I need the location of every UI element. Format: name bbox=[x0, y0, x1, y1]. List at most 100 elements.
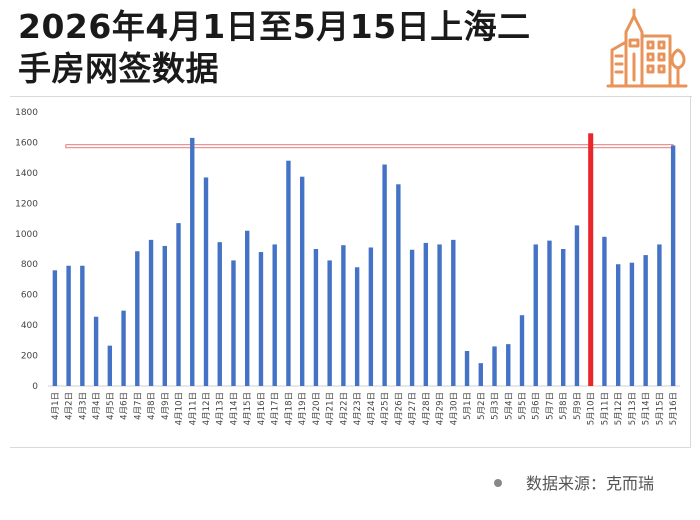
bar bbox=[313, 249, 319, 386]
reference-line bbox=[65, 144, 674, 149]
x-tick-label: 4月20日 bbox=[312, 392, 322, 425]
bar bbox=[341, 245, 346, 386]
bar bbox=[52, 270, 58, 386]
bar bbox=[396, 184, 401, 386]
x-tick-label: 4月14日 bbox=[229, 392, 239, 425]
bar bbox=[121, 310, 126, 386]
bar bbox=[615, 264, 621, 386]
bar bbox=[148, 239, 154, 386]
x-tick-label: 5月2日 bbox=[477, 392, 487, 420]
x-tick-label: 4月24日 bbox=[367, 392, 377, 425]
bar bbox=[327, 260, 332, 386]
bar bbox=[217, 242, 222, 386]
x-tick-label: 5月3日 bbox=[491, 392, 501, 420]
bar bbox=[670, 145, 676, 386]
bar bbox=[629, 262, 635, 386]
x-tick-label: 5月1日 bbox=[463, 392, 473, 420]
bar bbox=[478, 363, 483, 386]
x-tick-label: 5月7日 bbox=[545, 392, 555, 420]
x-tick-label: 5月13日 bbox=[628, 392, 638, 425]
source-note: 数据来源：克而瑞 bbox=[494, 470, 694, 498]
x-tick-label: 5月15日 bbox=[655, 392, 665, 425]
bar bbox=[258, 252, 264, 386]
x-tick-label: 5月9日 bbox=[573, 392, 583, 420]
bar bbox=[162, 245, 167, 386]
y-tick-label: 1200 bbox=[15, 199, 38, 209]
x-tick-label: 5月11日 bbox=[600, 392, 610, 425]
y-tick-label: 1600 bbox=[15, 138, 38, 148]
x-tick-label: 5月8日 bbox=[559, 392, 569, 420]
header-divider bbox=[10, 96, 692, 97]
x-tick-label: 5月14日 bbox=[642, 392, 652, 425]
x-tick-label: 4月28日 bbox=[422, 392, 432, 425]
x-tick-label: 4月22日 bbox=[339, 392, 349, 425]
x-tick-label: 5月6日 bbox=[532, 392, 542, 420]
x-tick-label: 4月16日 bbox=[257, 392, 267, 425]
bar bbox=[190, 137, 195, 386]
source-label: 数据来源：克而瑞 bbox=[526, 474, 655, 493]
x-tick-label: 4月6日 bbox=[120, 392, 130, 420]
bar bbox=[437, 244, 442, 386]
bar bbox=[231, 260, 236, 386]
bar bbox=[382, 164, 387, 386]
bar bbox=[80, 265, 85, 386]
bar bbox=[492, 346, 497, 386]
bar bbox=[602, 236, 607, 386]
y-tick-label: 800 bbox=[21, 260, 38, 270]
x-tick-label: 4月8日 bbox=[147, 392, 157, 420]
y-tick-label: 1000 bbox=[15, 230, 38, 240]
bar-chart: 0 200 400 600 800 1000 1200 1400 1600 1800 4月1日 4月2… bbox=[15, 108, 680, 425]
bar bbox=[547, 240, 552, 386]
x-tick-label: 4月10日 bbox=[175, 392, 185, 425]
title-line-2: 手房网签数据 bbox=[18, 49, 219, 88]
bar bbox=[93, 316, 99, 386]
x-tick-label: 4月13日 bbox=[216, 392, 226, 425]
bar bbox=[286, 160, 291, 386]
x-tick-label: 4月3日 bbox=[78, 392, 88, 420]
x-tick-label: 4月1日 bbox=[51, 392, 61, 420]
x-tick-label: 4月29日 bbox=[436, 392, 446, 425]
x-tick-label: 4月4日 bbox=[92, 392, 102, 420]
x-tick-label: 5月5日 bbox=[518, 392, 528, 420]
bar bbox=[272, 244, 277, 386]
page-title: 2026年4月1日至5月15日上海二 手房网签数据 bbox=[18, 6, 598, 90]
x-tick-label: 4月21日 bbox=[326, 392, 336, 425]
y-tick-label: 0 bbox=[32, 382, 38, 392]
x-tick-label: 4月23日 bbox=[353, 392, 363, 425]
bar bbox=[368, 247, 374, 386]
y-tick-label: 400 bbox=[21, 321, 38, 331]
bar bbox=[107, 345, 113, 386]
x-tick-label: 4月2日 bbox=[65, 392, 75, 420]
bar bbox=[464, 350, 470, 386]
y-tick-label: 600 bbox=[21, 291, 38, 301]
x-tick-label: 4月17日 bbox=[271, 392, 281, 425]
x-tick-label: 5月12日 bbox=[614, 392, 624, 425]
bar bbox=[203, 177, 209, 386]
x-tick-label: 4月9日 bbox=[161, 392, 171, 420]
x-tick-label: 4月5日 bbox=[106, 392, 116, 420]
x-tick-label: 4月7日 bbox=[133, 392, 143, 420]
x-tick-label: 4月15日 bbox=[243, 392, 253, 425]
bar bbox=[135, 251, 140, 386]
bar bbox=[66, 265, 71, 386]
bar bbox=[506, 344, 511, 386]
x-tick-label: 5月16日 bbox=[669, 392, 679, 425]
bar bbox=[574, 225, 580, 386]
bar bbox=[409, 249, 415, 386]
x-tick-label: 4月12日 bbox=[202, 392, 212, 425]
x-tick-label: 5月4日 bbox=[504, 392, 514, 420]
chart-area: 0 200 400 600 800 1000 1200 1400 1600 1800 4月1日 4月2… bbox=[10, 98, 692, 450]
x-tick-label: 4月25日 bbox=[381, 392, 391, 425]
bar bbox=[245, 230, 250, 386]
x-tick-label: 4月11日 bbox=[188, 392, 198, 425]
x-tick-label: 4月27日 bbox=[408, 392, 418, 425]
bar bbox=[657, 244, 662, 386]
city-buildings-icon bbox=[606, 8, 688, 88]
y-tick-label: 1400 bbox=[15, 169, 38, 179]
bullet-dot-icon bbox=[494, 478, 502, 487]
x-tick-label: 4月30日 bbox=[449, 392, 459, 425]
bar bbox=[299, 176, 305, 386]
x-tick-label: 4月18日 bbox=[284, 392, 294, 425]
bar bbox=[519, 315, 525, 386]
x-tick-label: 4月26日 bbox=[394, 392, 404, 425]
